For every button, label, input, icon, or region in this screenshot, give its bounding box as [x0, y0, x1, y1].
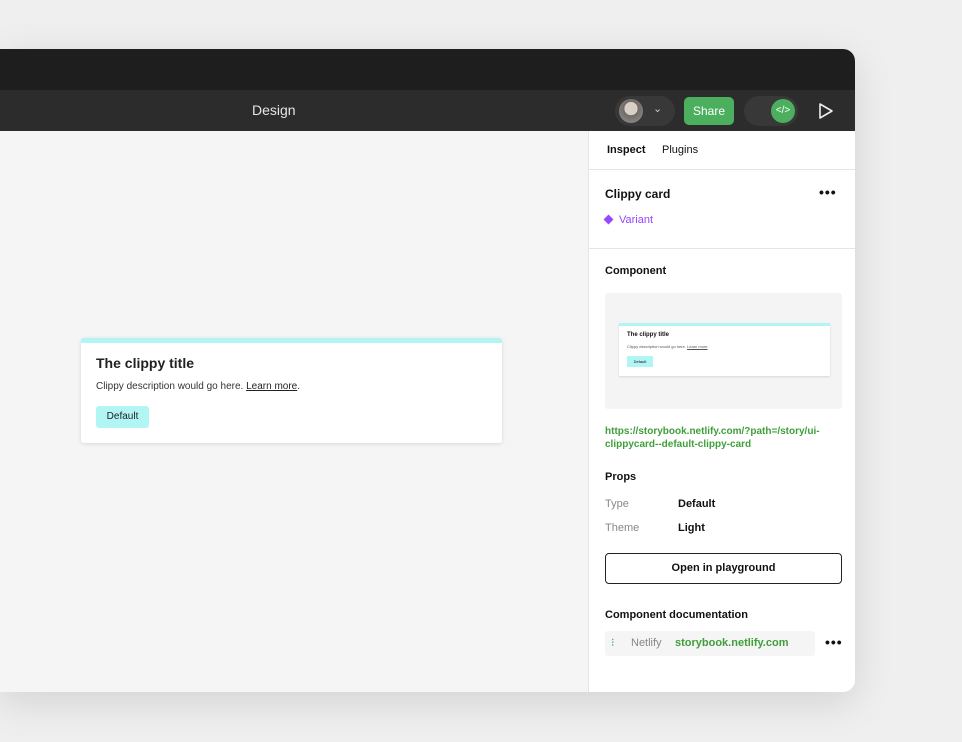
prop-type-label: Type [605, 498, 629, 510]
component-name: Clippy card [605, 187, 671, 201]
prop-type-value: Default [678, 498, 716, 510]
docs-heading: Component documentation [605, 609, 748, 621]
open-in-playground-button[interactable]: Open in playground [605, 553, 842, 584]
component-preview: The clippy title Clippy description woul… [605, 293, 842, 409]
storybook-url-line1[interactable]: https://storybook.netlify.com/?path=/sto… [605, 426, 820, 437]
netlify-icon: ⁝ [611, 637, 615, 649]
variant-label: Variant [619, 214, 654, 226]
chevron-down-icon: ⌄ [653, 103, 663, 115]
page-title: Design [252, 102, 296, 118]
design-canvas[interactable]: The clippy title Clippy description woul… [0, 131, 588, 692]
user-menu[interactable]: ⌄ [615, 96, 675, 126]
share-button[interactable]: Share [684, 97, 734, 125]
toolbar: Design ⌄ Share </> [0, 90, 855, 131]
card-description: Clippy description would go here. Learn … [96, 381, 300, 392]
description-text: Clippy description would go here. [96, 381, 244, 392]
card-title: The clippy title [96, 355, 195, 371]
doc-more-icon[interactable]: ••• [825, 634, 843, 650]
preview-title: The clippy title [627, 332, 670, 338]
app-window: Design ⌄ Share </> The clippy title Clip… [0, 49, 855, 692]
more-icon[interactable]: ••• [819, 184, 837, 200]
selection-section: Clippy card ••• Variant [589, 170, 855, 249]
doc-link-row[interactable]: ⁝ Netlify storybook.netlify.com [605, 631, 815, 656]
avatar [619, 99, 643, 123]
inspect-panel: Inspect Plugins Clippy card ••• Variant … [588, 131, 855, 692]
storybook-url-line2[interactable]: clippycard--default-clippy-card [605, 439, 752, 450]
preview-description: Clippy description would go here. Learn … [627, 344, 708, 349]
period: . [297, 381, 301, 392]
tab-inspect[interactable]: Inspect [607, 144, 646, 156]
clippy-card[interactable]: The clippy title Clippy description woul… [81, 338, 502, 443]
variant-icon [603, 214, 614, 225]
props-heading: Props [605, 471, 637, 483]
play-icon[interactable] [818, 102, 834, 125]
tab-plugins[interactable]: Plugins [662, 144, 699, 156]
title-bar [0, 49, 855, 90]
component-heading: Component [605, 265, 667, 277]
doc-provider: Netlify [631, 637, 662, 649]
learn-more-link[interactable]: Learn more [246, 381, 298, 392]
panel-tabs: Inspect Plugins [589, 131, 855, 170]
preview-button: Default [627, 356, 653, 367]
prop-theme-value: Light [678, 522, 705, 534]
default-button[interactable]: Default [96, 406, 149, 428]
doc-link[interactable]: storybook.netlify.com [675, 637, 789, 649]
dev-mode-toggle[interactable]: </> [744, 96, 798, 126]
preview-description-text: Clippy description would go here. [627, 344, 686, 349]
prop-theme-label: Theme [605, 522, 640, 534]
preview-card: The clippy title Clippy description woul… [619, 323, 830, 376]
code-icon: </> [771, 99, 795, 123]
preview-link: Learn more [687, 344, 708, 349]
